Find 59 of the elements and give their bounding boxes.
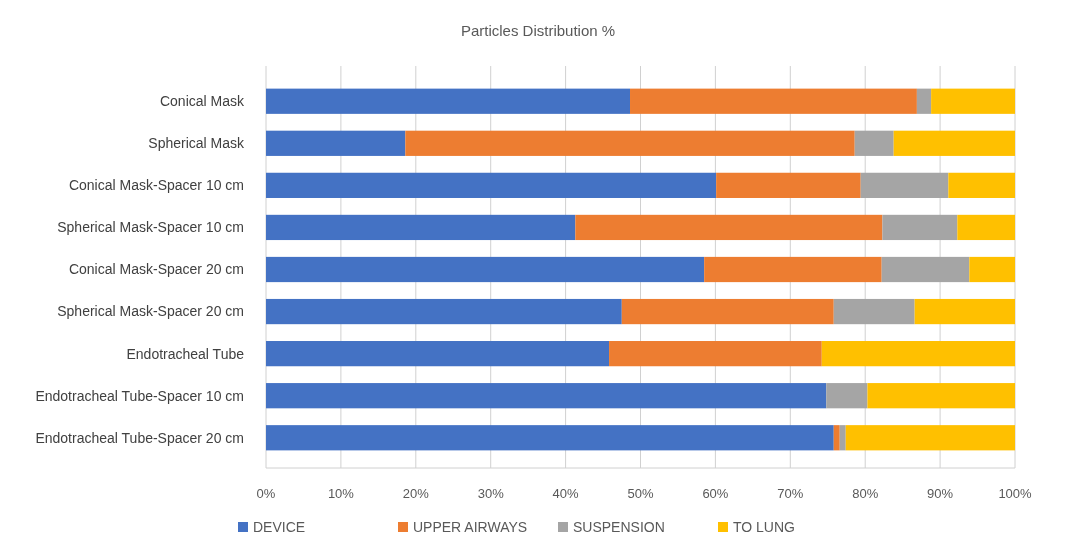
bar [266,172,717,198]
bar [266,425,834,451]
bar [860,172,949,198]
bar [704,256,882,283]
y-tick-label: Endotracheal Tube-Spacer 10 cm [35,387,244,404]
y-tick-label: Spherical Mask-Spacer 20 cm [57,303,244,320]
bar [266,256,705,283]
x-tick-label: 80% [852,486,879,501]
legend-label: TO LUNG [733,519,795,535]
x-tick-label: 10% [327,486,355,501]
x-tick-label: 50% [627,486,654,501]
y-tick-label: Spherical Mask-Spacer 10 cm [57,219,244,236]
bar [833,298,915,325]
x-tick-label: 70% [777,486,804,501]
bar [916,88,932,114]
bar [821,341,1015,367]
bar [845,425,1015,451]
x-tick-label: 30% [477,486,505,501]
y-tick-label: Conical Mask [159,93,245,110]
x-tick-label: 40% [552,486,580,501]
legend-label: DEVICE [253,519,306,535]
bar [266,341,610,367]
bar [405,130,855,156]
bar [630,88,917,114]
bar [266,130,406,156]
bar [266,298,622,325]
bar [893,130,1015,156]
y-tick-label: Endotracheal Tube [126,345,245,362]
legend-label: UPPER AIRWAYS [413,519,528,535]
bar [833,425,840,451]
bar [948,172,1015,198]
bar [266,88,631,114]
bar [957,214,1015,241]
y-tick-label: Endotracheal Tube-Spacer 20 cm [35,429,244,446]
bar [882,214,958,241]
x-tick-label: 60% [702,486,729,501]
bar [969,256,1015,283]
x-tick-label: 20% [402,486,430,501]
x-tick-label: 100% [998,486,1033,501]
legend-label: SUSPENSION [573,519,665,535]
bar [266,214,576,241]
bar [881,256,970,283]
bar [839,425,846,451]
bar [854,130,894,156]
bar [867,383,1015,409]
chart-title: Particles Distribution % [460,22,616,39]
x-tick-label: 0% [256,486,276,501]
y-tick-label: Conical Mask-Spacer 20 cm [68,261,244,278]
bar [716,172,861,198]
y-tick-label: Spherical Mask [148,135,245,152]
y-tick-label: Conical Mask-Spacer 10 cm [68,177,244,194]
bar [914,298,1015,325]
bar [266,383,827,409]
bar [621,298,834,325]
bar [826,383,868,409]
bar [575,214,883,241]
bar [609,341,822,367]
x-tick-label: 90% [927,486,954,501]
bar [931,88,1015,114]
